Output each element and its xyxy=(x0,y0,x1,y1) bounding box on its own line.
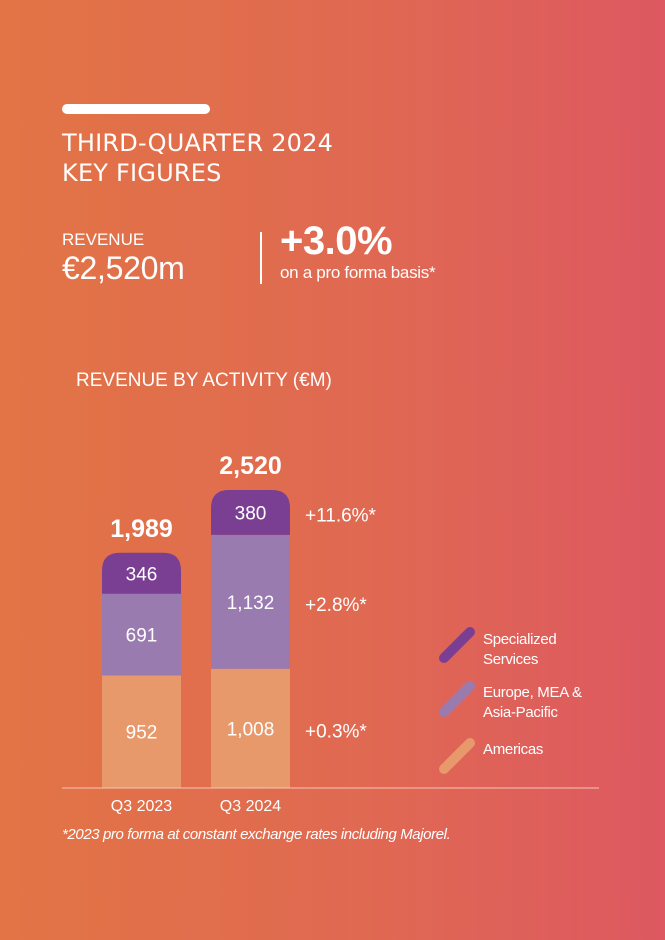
legend-label-line: Americas xyxy=(483,741,544,758)
legend-label-europe-mea-apac: Europe, MEA & Asia-Pacific xyxy=(483,683,613,723)
chart-title: REVENUE BY ACTIVITY (€M) xyxy=(76,370,332,391)
bar-value-label: 691 xyxy=(126,626,158,647)
legend-swatch xyxy=(439,738,475,774)
growth-value: +3.0% xyxy=(280,219,393,263)
legend-label-line: Asia-Pacific xyxy=(483,704,558,721)
revenue-block: REVENUE €2,520m xyxy=(62,230,185,286)
bar-segment-europe-mea-asia-pacific xyxy=(102,593,181,676)
page-title-line1: THIRD-QUARTER 2024 xyxy=(62,129,334,157)
page-title: THIRD-QUARTER 2024 KEY FIGURES xyxy=(62,128,333,188)
footnote: *2023 pro forma at constant exchange rat… xyxy=(62,826,451,843)
x-tick-label: Q3 2023 xyxy=(111,798,172,815)
revenue-value: €2,520m xyxy=(62,250,185,286)
legend-label-specialized-services: Specialized Services xyxy=(483,630,613,670)
growth-annotation: +0.3%* xyxy=(305,721,367,742)
divider xyxy=(260,232,262,284)
legend-swatch xyxy=(439,627,475,663)
bar-value-label: 380 xyxy=(235,503,267,524)
bar-value-label: 346 xyxy=(126,564,158,585)
legend-label-line: Europe, MEA & xyxy=(483,684,582,701)
bar-segment-specialized-services xyxy=(211,490,290,535)
growth-annotation: +2.8%* xyxy=(305,595,367,616)
bar-segment-americas xyxy=(211,668,290,788)
bar-value-label: 1,132 xyxy=(227,593,275,614)
legend-label-line: Services xyxy=(483,651,539,668)
bar-value-label: 1,008 xyxy=(227,719,275,740)
bar-segment-specialized-services xyxy=(102,552,181,594)
legend-label-line: Specialized xyxy=(483,631,557,648)
legend-swatch xyxy=(439,681,475,717)
growth-annotation: +11.6%* xyxy=(305,505,377,526)
bar-total-label: 2,520 xyxy=(219,452,282,480)
revenue-label: REVENUE xyxy=(62,230,145,249)
bar-segment-europe-mea-asia-pacific xyxy=(211,534,290,669)
x-tick-label: Q3 2024 xyxy=(220,798,281,815)
accent-bar xyxy=(62,104,210,114)
bar-total-label: 1,989 xyxy=(110,515,173,543)
growth-block: +3.0% on a pro forma basis* xyxy=(280,218,436,282)
bar-value-label: 952 xyxy=(126,723,158,744)
page-title-line2: KEY FIGURES xyxy=(62,159,222,187)
growth-note: on a pro forma basis* xyxy=(280,263,436,282)
legend-label-americas: Americas xyxy=(483,740,613,760)
bar-segment-americas xyxy=(102,675,181,788)
